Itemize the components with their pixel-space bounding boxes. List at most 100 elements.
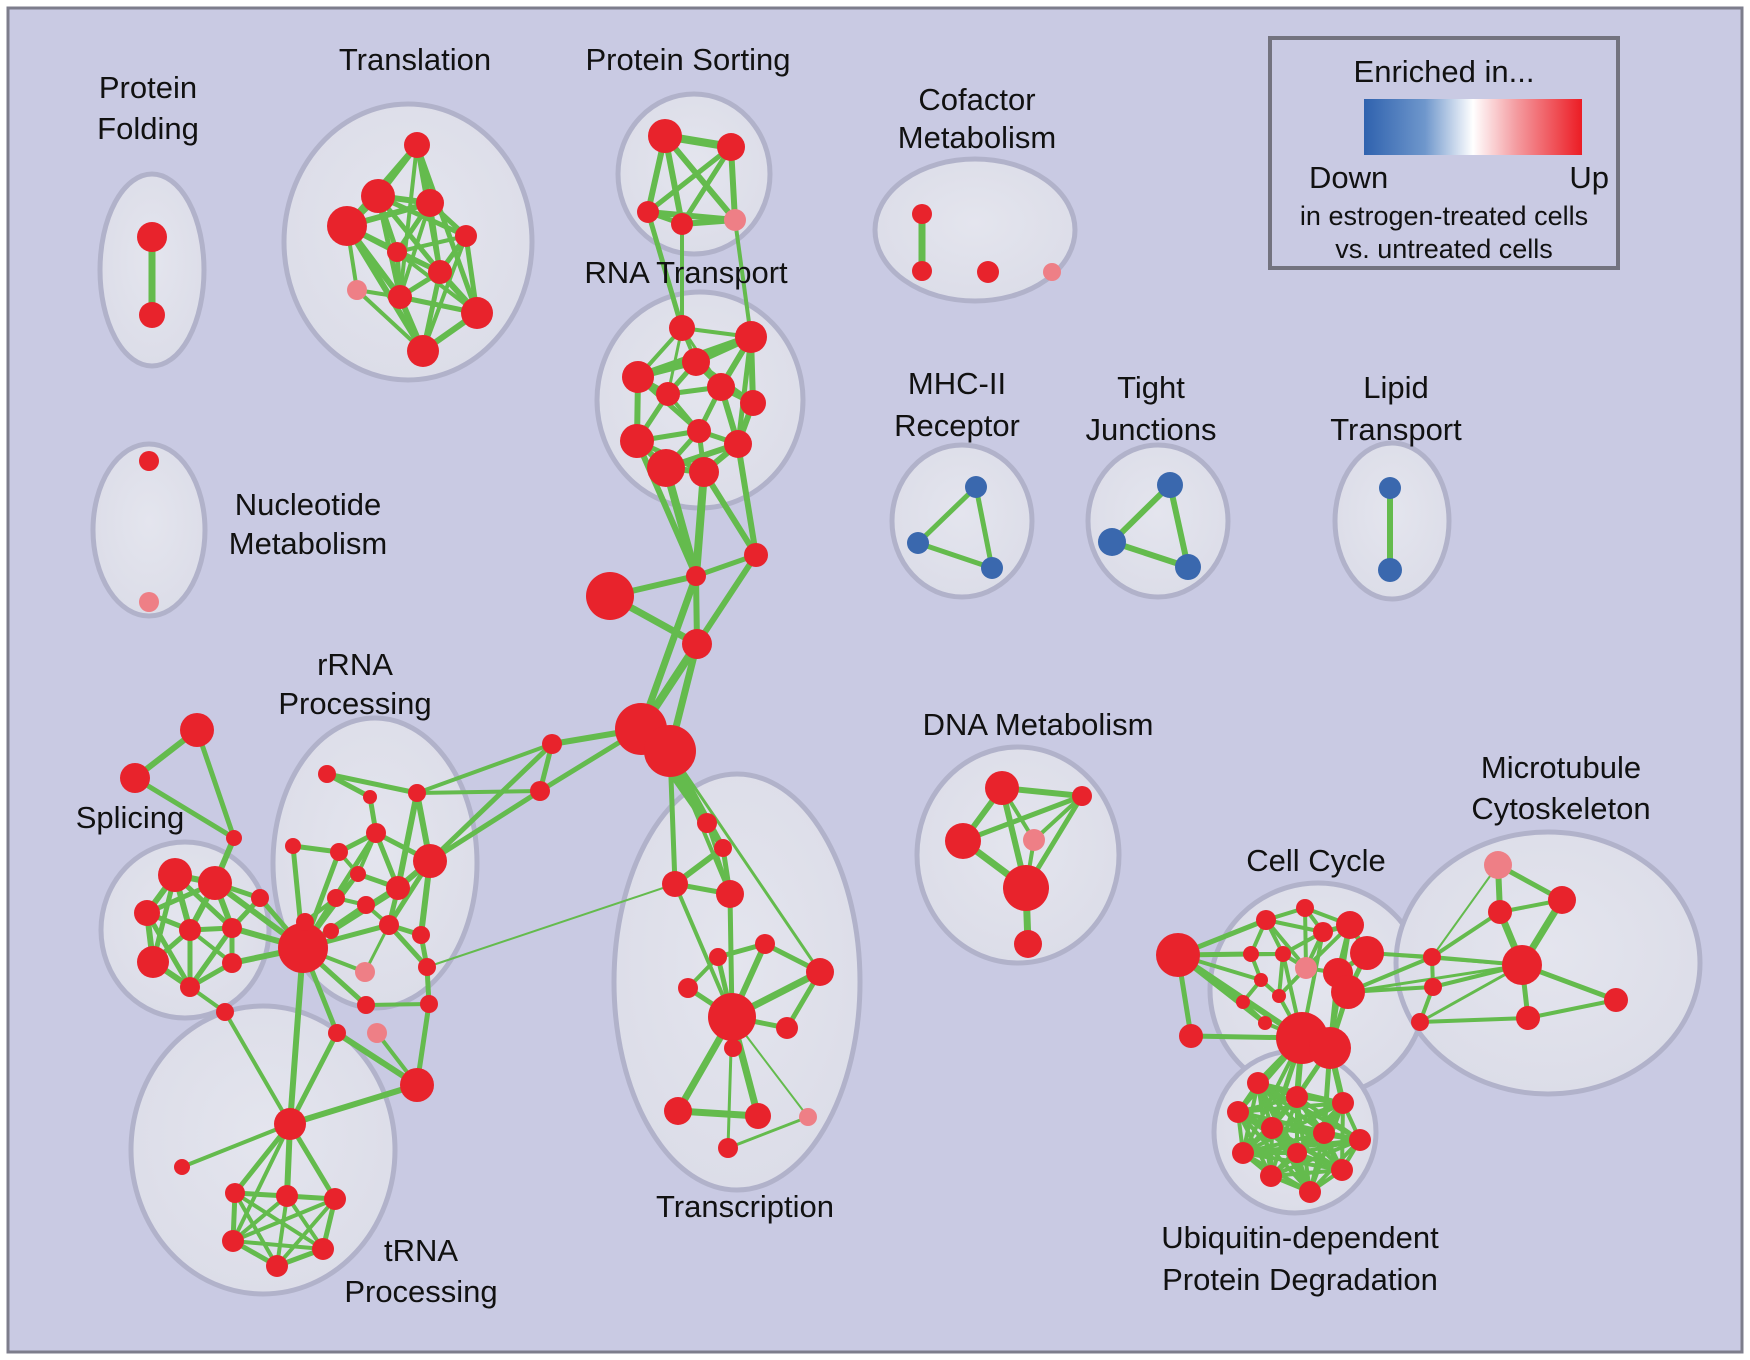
network-edge bbox=[692, 468, 708, 580]
cluster-label-protein-folding: Folding bbox=[97, 111, 199, 146]
network-node-nm1 bbox=[139, 451, 159, 471]
cluster-label-nucleotide-metabolism: Nucleotide bbox=[235, 487, 381, 522]
network-edge bbox=[223, 1010, 292, 1126]
network-node-tj1 bbox=[1157, 472, 1183, 498]
network-node-dm5 bbox=[1003, 865, 1049, 911]
network-node-tc15 bbox=[718, 1138, 738, 1158]
network-node-sp10 bbox=[216, 1003, 234, 1021]
network-edge bbox=[679, 144, 734, 227]
network-edge bbox=[275, 1197, 337, 1268]
network-node-tl5 bbox=[455, 225, 477, 247]
network-node-sp9 bbox=[222, 953, 242, 973]
network-edge bbox=[662, 133, 738, 223]
network-node-cc2 bbox=[1296, 899, 1314, 917]
network-node-rr7 bbox=[413, 844, 447, 878]
network-node-trH bbox=[274, 1108, 306, 1140]
network-node-tc2 bbox=[714, 839, 732, 857]
cluster-label-protein-folding: Protein bbox=[99, 70, 197, 105]
network-node-tc14 bbox=[799, 1108, 817, 1126]
legend-title: Enriched in... bbox=[1353, 54, 1535, 89]
network-node-ub10 bbox=[1287, 1143, 1307, 1163]
network-node-mt6 bbox=[1604, 988, 1628, 1012]
network-node-cf3 bbox=[977, 261, 999, 283]
legend-box: Enriched in... Down Up in estrogen-treat… bbox=[1268, 36, 1620, 270]
network-node-rt8 bbox=[687, 419, 711, 443]
network-node-tl7 bbox=[428, 260, 452, 284]
network-node-mt4 bbox=[1502, 945, 1542, 985]
legend-up-label: Up bbox=[1569, 160, 1609, 195]
network-edge bbox=[231, 1194, 289, 1243]
network-node-dm6 bbox=[1014, 930, 1042, 958]
network-node-rr20 bbox=[420, 995, 438, 1013]
legend-down-label: Down bbox=[1309, 160, 1389, 195]
network-node-tr5 bbox=[312, 1238, 334, 1260]
network-node-sp6 bbox=[251, 889, 269, 907]
network-node-tr3 bbox=[324, 1188, 346, 1210]
network-node-h1 bbox=[686, 566, 706, 586]
cluster-label-mhc-ii-receptor: Receptor bbox=[894, 408, 1020, 443]
network-node-mh1 bbox=[965, 476, 987, 498]
network-edge bbox=[187, 925, 235, 990]
network-node-tc13 bbox=[745, 1103, 771, 1129]
network-node-h8 bbox=[530, 781, 550, 801]
network-node-cc4 bbox=[1336, 911, 1364, 939]
network-node-rr17 bbox=[418, 958, 436, 976]
network-node-tc6 bbox=[709, 948, 727, 966]
network-node-sp7 bbox=[137, 946, 169, 978]
cluster-label-trna-processing: tRNA bbox=[384, 1233, 458, 1268]
network-node-tr2 bbox=[276, 1185, 298, 1207]
cluster-ellipse-nucleotide-metabolism bbox=[90, 441, 208, 619]
network-edge bbox=[726, 1115, 810, 1150]
network-node-spA bbox=[180, 713, 214, 747]
network-node-ps4 bbox=[671, 213, 693, 235]
cluster-label-rna-transport: RNA Transport bbox=[584, 255, 788, 290]
network-node-tc11 bbox=[724, 1039, 742, 1057]
cluster-label-microtubule-cytoskeleton: Microtubule bbox=[1481, 750, 1641, 785]
network-node-h6 bbox=[644, 725, 696, 777]
network-edge bbox=[421, 234, 468, 353]
network-edge bbox=[398, 143, 419, 299]
network-node-tc12 bbox=[664, 1097, 692, 1125]
network-node-lp2 bbox=[1378, 558, 1402, 582]
cluster-label-splicing: Splicing bbox=[76, 800, 185, 835]
network-node-rr5 bbox=[330, 843, 348, 861]
network-node-spC bbox=[226, 830, 242, 846]
network-edge bbox=[364, 1002, 431, 1007]
cluster-label-cell-cycle: Cell Cycle bbox=[1246, 843, 1386, 878]
network-node-h7 bbox=[542, 734, 562, 754]
network-edge bbox=[645, 209, 685, 331]
network-node-cc13 bbox=[1331, 975, 1365, 1009]
network-edge bbox=[324, 771, 420, 796]
network-edge bbox=[395, 234, 468, 254]
network-edge bbox=[344, 223, 426, 354]
network-node-sp5 bbox=[222, 918, 242, 938]
network-edge bbox=[1241, 1101, 1345, 1155]
network-node-ub2 bbox=[1286, 1086, 1308, 1108]
network-edge bbox=[287, 1030, 340, 1127]
network-node-cc1 bbox=[1256, 910, 1276, 930]
network-edge bbox=[1431, 864, 1499, 958]
network-edge bbox=[733, 218, 753, 339]
cluster-label-rrna-processing: rRNA bbox=[317, 647, 393, 682]
network-node-ccHb bbox=[1309, 1027, 1351, 1069]
network-edge bbox=[132, 775, 237, 841]
network-node-mt5 bbox=[1516, 1006, 1540, 1030]
network-node-ps1 bbox=[648, 119, 682, 153]
network-edge bbox=[398, 201, 432, 299]
network-node-rr1 bbox=[318, 765, 336, 783]
network-node-tr4 bbox=[222, 1230, 244, 1252]
network-node-tl6 bbox=[387, 242, 407, 262]
network-node-h2 bbox=[744, 543, 768, 567]
network-node-tc8 bbox=[678, 978, 698, 998]
network-node-ub12 bbox=[1299, 1181, 1321, 1203]
network-edge bbox=[233, 1191, 279, 1268]
network-node-ub3 bbox=[1227, 1101, 1249, 1123]
network-node-rr11 bbox=[350, 866, 366, 882]
cluster-label-cofactor-metabolism: Cofactor bbox=[918, 82, 1035, 117]
network-node-tc4 bbox=[716, 880, 744, 908]
cluster-label-translation: Translation bbox=[339, 42, 491, 77]
network-node-mh2 bbox=[907, 532, 929, 554]
network-node-cf4 bbox=[1043, 263, 1061, 281]
network-node-rt6 bbox=[707, 373, 735, 401]
cluster-label-cofactor-metabolism: Metabolism bbox=[898, 120, 1057, 155]
